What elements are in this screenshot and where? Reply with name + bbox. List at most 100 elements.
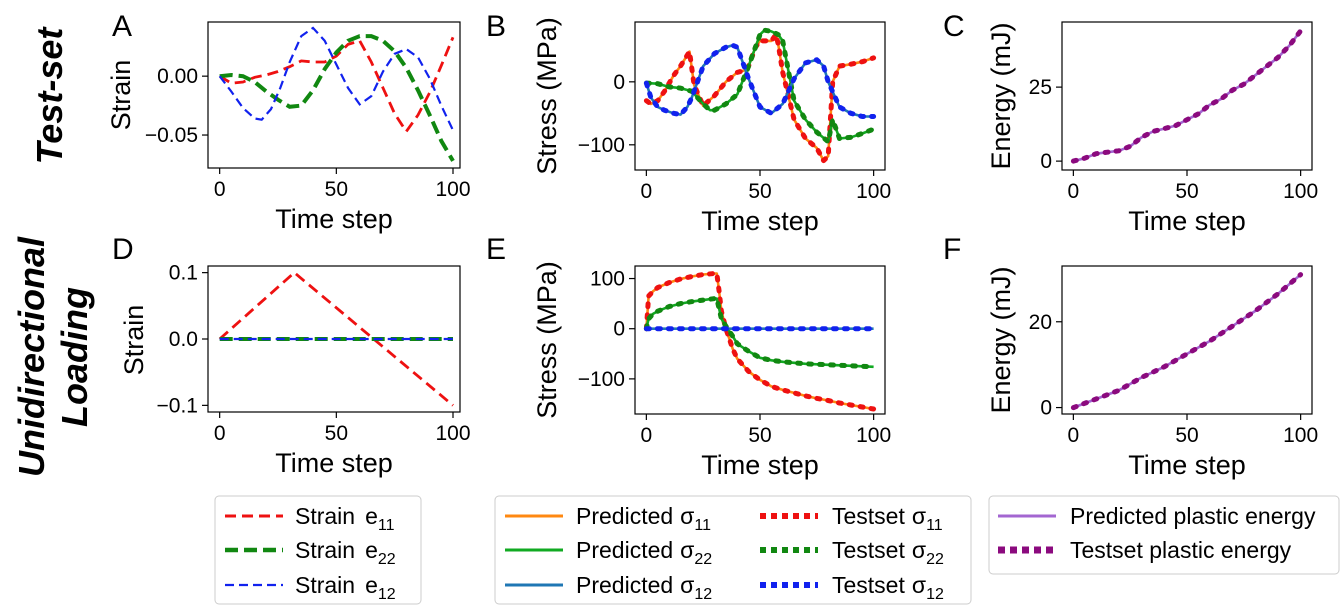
plot-frame-a (207, 21, 461, 169)
series-dots-c-0 (1070, 28, 1304, 164)
y-axis-label-a: Strain (106, 60, 136, 131)
x-tick-label: 100 (1283, 180, 1318, 203)
legend-energy: Predicted plastic energy Testset plastic… (988, 495, 1340, 575)
y-axis-label-d: Strain (119, 305, 149, 376)
legend-label: Testset σ11 (832, 503, 943, 534)
chart-panel-a: 0 50 100 0.00 −0.05 Time step Strain (106, 21, 471, 234)
x-axis-label-f: Time step (1128, 450, 1246, 480)
x-tick-label: 50 (325, 178, 348, 201)
legend-entry-strain-e22: Strain e22 (225, 537, 396, 568)
x-tick-label: 100 (856, 424, 891, 447)
legend-entry-testset-s22: Testset σ22 (760, 537, 944, 568)
x-tick-label: 50 (1175, 180, 1198, 203)
legend-entry-testset-s11: Testset σ11 (760, 503, 943, 534)
y-tick-label: 0 (613, 318, 625, 341)
x-tick-label: 0 (1068, 180, 1080, 203)
y-tick-label: −100 (578, 368, 625, 391)
x-tick-label: 0 (641, 180, 653, 203)
panel-letter-b: B (486, 10, 506, 43)
y-axis-label-f: Energy (mJ) (986, 266, 1016, 413)
x-tick-label: 100 (435, 422, 470, 445)
x-axis-label-d: Time step (275, 448, 393, 478)
series-line-a-1 (219, 34, 455, 162)
legend-strain-frame (214, 495, 422, 605)
y-tick-label: 0.0 (169, 328, 198, 351)
legend-label: Testset plastic energy (1070, 537, 1292, 563)
y-tick-label: 0 (613, 71, 625, 94)
chart-panel-c: 0 50 100 0 25 Time step Energy (mJ) (986, 21, 1318, 236)
x-tick-label: 100 (435, 178, 470, 201)
plot-frame-b (634, 21, 886, 171)
series-line-e-1 (645, 297, 874, 369)
series-dots-b-1 (643, 27, 877, 145)
series-dots-e-1 (643, 296, 877, 370)
series-line-f-0 (1072, 273, 1302, 409)
x-tick-label: 0 (214, 422, 226, 445)
legend-entry-testset-energy: Testset plastic energy (998, 537, 1292, 563)
row-label-test-set: Test-set (29, 26, 70, 165)
legend-label: Testset σ12 (832, 572, 944, 603)
chart-panel-f: 0 50 100 0 20 Time step Energy (mJ) (986, 265, 1318, 480)
x-tick-label: 0 (1068, 424, 1080, 447)
x-tick-label: 0 (641, 424, 653, 447)
x-tick-label: 100 (1283, 424, 1318, 447)
x-axis-label-e: Time step (701, 450, 819, 480)
legend-stress: Predicted σ11 Predicted σ22 Predicted σ12 T… (494, 495, 972, 605)
panel-letter-d: D (112, 233, 134, 266)
series-dots-f-0 (1070, 272, 1304, 411)
legend-energy-frame (988, 495, 1340, 575)
panel-letter-f: F (943, 233, 961, 266)
row-label-loading: Loading (54, 287, 95, 427)
legend-label: Predicted σ12 (576, 572, 712, 603)
x-tick-label: 0 (214, 178, 226, 201)
x-tick-label: 50 (325, 422, 348, 445)
legend-entry-predicted-s22: Predicted σ22 (505, 537, 712, 568)
series-line-b-0 (645, 33, 875, 162)
x-tick-label: 50 (748, 180, 771, 203)
y-tick-label: 0.1 (169, 262, 198, 285)
y-axis-label-c: Energy (mJ) (986, 22, 1016, 169)
plot-frame-f (1061, 265, 1313, 415)
legend-stress-frame (494, 495, 972, 605)
legend-label: Predicted σ11 (576, 503, 711, 534)
series-dots-b-2 (643, 42, 877, 119)
row-label-unidirectional: Unidirectional (11, 236, 52, 477)
legend-entry-predicted-energy: Predicted plastic energy (998, 503, 1316, 529)
y-tick-label: 100 (590, 268, 625, 291)
panel-letter-a: A (112, 10, 132, 43)
legend-entry-predicted-s11: Predicted σ11 (505, 503, 711, 534)
legend-label: Predicted plastic energy (1070, 503, 1316, 529)
series-line-a-0 (218, 36, 455, 134)
x-axis-label-b: Time step (701, 206, 819, 236)
plot-frame-e (634, 265, 886, 415)
x-tick-label: 50 (1175, 424, 1198, 447)
y-tick-label: 25 (1029, 76, 1052, 99)
chart-panel-b: 0 50 100 0 −100 Time step Stress (MPa) (532, 17, 891, 236)
y-tick-label: 0 (1040, 150, 1052, 173)
plot-frame-c (1061, 21, 1313, 171)
series-dots-b-0 (643, 32, 877, 164)
x-axis-label-c: Time step (1128, 206, 1246, 236)
y-tick-label: 20 (1029, 311, 1052, 334)
chart-panel-e: 0 50 100 100 0 −100 Time step Stress (MPa) (532, 261, 891, 480)
legend-label: Strain e12 (295, 572, 396, 603)
legend-entry-predicted-s12: Predicted σ12 (505, 572, 712, 603)
series-line-e-0 (645, 272, 874, 411)
x-axis-label-a: Time step (275, 204, 393, 234)
legend-entry-strain-e11: Strain e11 (225, 503, 395, 534)
y-axis-label-e: Stress (MPa) (532, 261, 562, 419)
chart-panels: 0 50 100 0.0 0 −0.05 Time step Strain 0 50 100 0 −10… (106, 17, 1318, 480)
series-line-a-2 (218, 26, 454, 131)
y-tick-label: −100 (578, 134, 625, 157)
legend-label: Predicted σ22 (576, 537, 712, 568)
y-tick-label: −0.05 (145, 124, 198, 147)
legend-entry-testset-s12: Testset σ12 (760, 572, 944, 603)
series-dots-e-0 (643, 271, 877, 412)
legend-entry-strain-e12: Strain e12 (225, 572, 396, 603)
chart-panel-d: 0 50 100 0.1 0.0 −0.1 Time step Strain (119, 262, 471, 478)
legend-label: Strain e11 (295, 503, 395, 534)
x-tick-label: 50 (748, 424, 771, 447)
y-axis-label-b: Stress (MPa) (532, 17, 562, 175)
panel-letter-e: E (486, 233, 506, 266)
